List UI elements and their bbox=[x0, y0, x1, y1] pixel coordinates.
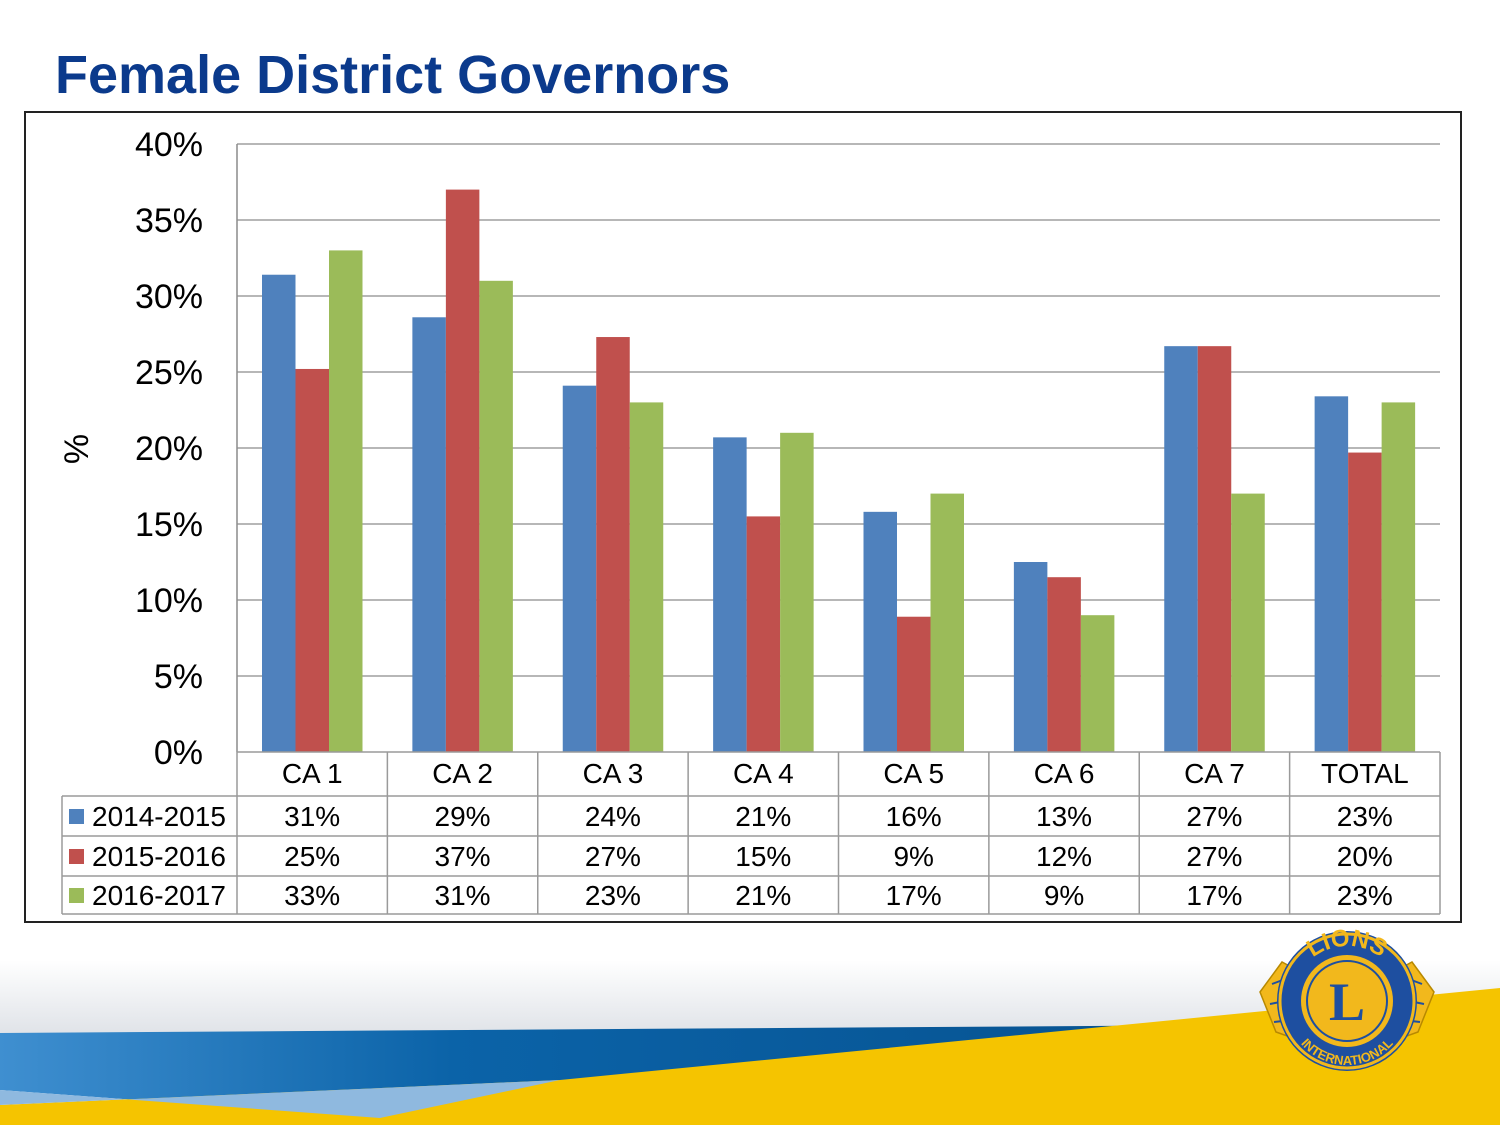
lions-logo: LIONS INTERNATIONAL L bbox=[1259, 924, 1435, 1071]
bar-2015-2016 bbox=[897, 616, 931, 752]
bar-chart: 0% 5% 10% 15% 20% 25% 30% 35% 40%% CA 1 CA 2 CA 3 CA… bbox=[58, 126, 1441, 915]
data-label: 21% bbox=[735, 880, 791, 911]
y-tick-label: 15% bbox=[135, 506, 203, 544]
bar-2016-2017 bbox=[479, 280, 513, 752]
x-tick-label: CA 2 bbox=[432, 758, 493, 789]
bar-2015-2016 bbox=[596, 337, 630, 752]
bar-2014-2015 bbox=[562, 385, 597, 752]
bar-2015-2016 bbox=[1047, 577, 1081, 752]
y-tick-label: 35% bbox=[135, 202, 203, 240]
y-tick-label: 20% bbox=[135, 430, 203, 468]
y-tick-label: 40% bbox=[135, 126, 203, 164]
bar-2016-2017 bbox=[1080, 615, 1115, 752]
bar-2015-2016 bbox=[445, 189, 480, 753]
bar-2016-2017 bbox=[1231, 493, 1265, 752]
bar-2014-2015 bbox=[863, 511, 897, 752]
logo-inner-disc bbox=[1301, 955, 1393, 1047]
x-tick-label: CA 3 bbox=[583, 758, 644, 789]
footer-light-band bbox=[0, 1080, 560, 1118]
footer-decoration bbox=[0, 960, 1500, 1125]
bar-2015-2016 bbox=[746, 516, 781, 752]
y-tick-label: 0% bbox=[154, 734, 203, 772]
legend-swatch-2014-2015 bbox=[69, 809, 84, 824]
bar-2016-2017 bbox=[1381, 402, 1416, 752]
data-label: 12% bbox=[1036, 841, 1092, 872]
bar-2015-2016 bbox=[1197, 346, 1232, 752]
legend-label: 2014-2015 bbox=[92, 801, 226, 832]
legend-label: 2016-2017 bbox=[92, 880, 226, 911]
data-label: 33% bbox=[284, 880, 340, 911]
data-label: 20% bbox=[1337, 841, 1393, 872]
legend-swatch-2016-2017 bbox=[69, 888, 84, 903]
bar-2016-2017 bbox=[329, 250, 363, 752]
data-label: 27% bbox=[1186, 841, 1242, 872]
page-title: Female District Governors bbox=[55, 45, 731, 105]
data-label: 13% bbox=[1036, 801, 1092, 832]
y-tick-label: 25% bbox=[135, 354, 203, 392]
logo-letter: L bbox=[1329, 972, 1365, 1032]
data-label: 37% bbox=[435, 841, 491, 872]
data-label: 21% bbox=[735, 801, 791, 832]
y-tick-label: 30% bbox=[135, 278, 203, 316]
bar-2014-2015 bbox=[412, 317, 446, 752]
bar-2016-2017 bbox=[930, 493, 964, 752]
chart-frame: 0% 5% 10% 15% 20% 25% 30% 35% 40%% CA 1 CA 2 CA 3 CA… bbox=[24, 111, 1462, 923]
x-tick-label: TOTAL bbox=[1321, 758, 1409, 789]
data-label: 9% bbox=[1044, 880, 1084, 911]
data-label: 27% bbox=[585, 841, 641, 872]
bar-2014-2015 bbox=[1013, 562, 1048, 752]
x-tick-label: CA 6 bbox=[1034, 758, 1095, 789]
data-label: 27% bbox=[1186, 801, 1242, 832]
y-tick-label: 5% bbox=[154, 658, 203, 696]
data-label: 23% bbox=[1337, 880, 1393, 911]
data-label: 24% bbox=[585, 801, 641, 832]
x-tick-label: CA 5 bbox=[883, 758, 944, 789]
data-label: 17% bbox=[1186, 880, 1242, 911]
x-tick-label: CA 1 bbox=[282, 758, 343, 789]
bar-2015-2016 bbox=[1348, 452, 1382, 752]
data-label: 9% bbox=[893, 841, 933, 872]
data-label: 31% bbox=[435, 880, 491, 911]
data-label: 25% bbox=[284, 841, 340, 872]
data-label: 31% bbox=[284, 801, 340, 832]
legend-swatch-2015-2016 bbox=[69, 849, 84, 864]
bar-2014-2015 bbox=[713, 437, 747, 752]
data-label: 16% bbox=[886, 801, 942, 832]
x-tick-label: CA 4 bbox=[733, 758, 794, 789]
legend-label: 2015-2016 bbox=[92, 841, 226, 872]
bar-2014-2015 bbox=[262, 274, 296, 752]
data-label: 23% bbox=[585, 880, 641, 911]
bar-2015-2016 bbox=[295, 368, 329, 752]
data-label: 29% bbox=[435, 801, 491, 832]
data-label: 23% bbox=[1337, 801, 1393, 832]
bar-2014-2015 bbox=[1164, 346, 1198, 752]
y-axis-label: % bbox=[58, 434, 96, 464]
bar-2016-2017 bbox=[629, 402, 664, 752]
data-label: 15% bbox=[735, 841, 791, 872]
bar-2016-2017 bbox=[780, 432, 814, 752]
x-tick-label: CA 7 bbox=[1184, 758, 1245, 789]
y-tick-label: 10% bbox=[135, 582, 203, 620]
data-label: 17% bbox=[886, 880, 942, 911]
bar-2014-2015 bbox=[1314, 396, 1349, 752]
